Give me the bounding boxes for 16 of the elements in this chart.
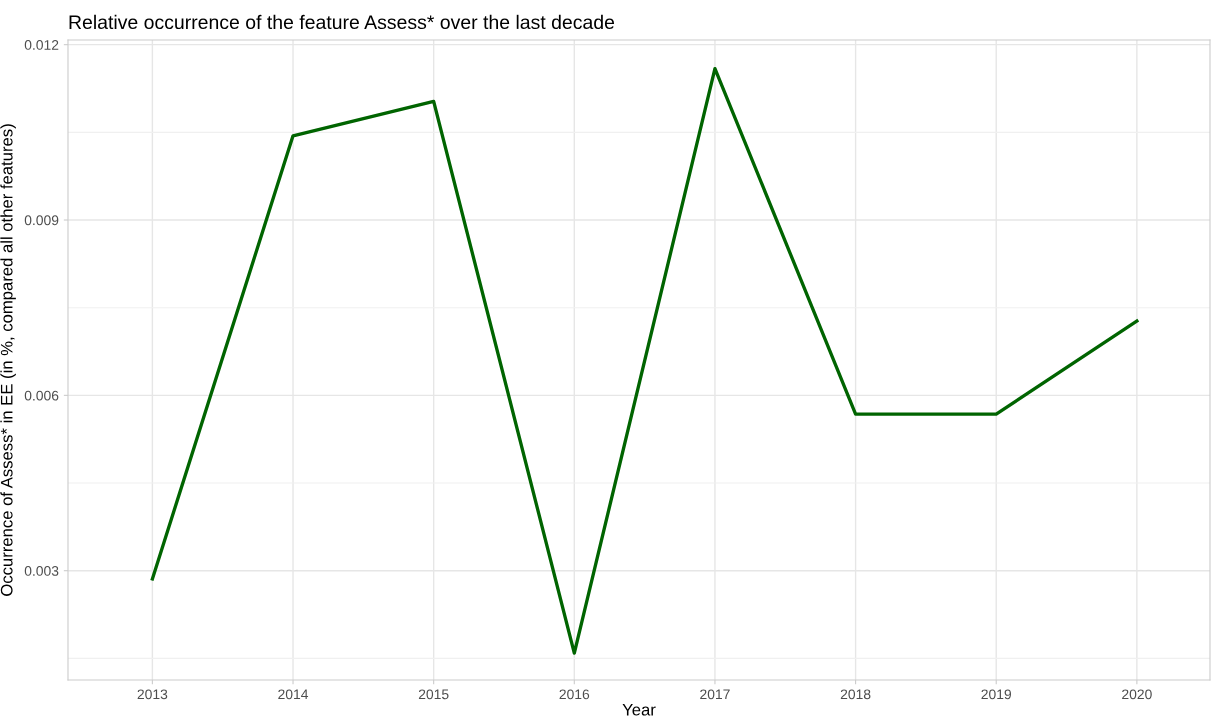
y-tick-label: 0.003 [24, 566, 59, 576]
x-tick-label: 2020 [1122, 689, 1152, 700]
y-tick-label: 0.006 [24, 390, 59, 401]
x-tick-label: 2013 [137, 689, 168, 700]
x-tick-label: 2019 [981, 689, 1012, 700]
y-tick-label: 0.012 [24, 40, 59, 50]
line-series [150, 66, 1139, 655]
x-tick-label: 2017 [700, 689, 730, 700]
x-tick-label: 2016 [559, 689, 590, 700]
x-tick-label: 2014 [278, 689, 309, 700]
y-axis-title: Occurrence of Assess* in EE (in %, compared all other features) [0, 124, 16, 596]
chart-title: Relative occurrence of the feature Assess* over the last decade [69, 14, 615, 30]
x-tick-label: 2015 [418, 689, 449, 700]
x-axis-title: Year [622, 703, 656, 716]
x-tick-label: 2018 [840, 689, 871, 700]
y-tick-label: 0.009 [24, 215, 59, 226]
